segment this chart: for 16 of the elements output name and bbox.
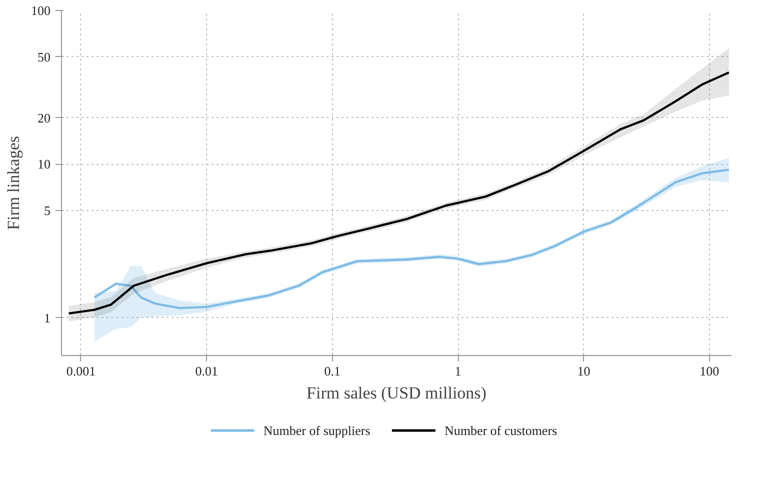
y-axis-title: Firm linkages (4, 136, 23, 230)
y-tick-label: 10 (38, 156, 50, 172)
y-tick-label: 5 (44, 203, 50, 218)
x-tick-label: 0.001 (66, 364, 96, 378)
legend-label: Number of customers (444, 423, 558, 438)
y-tick-label: 100 (31, 3, 50, 18)
x-tick-label: 1 (454, 364, 462, 378)
x-axis-title: Firm sales (USD millions) (306, 384, 486, 402)
y-tick-label: 50 (38, 49, 50, 64)
legend-label: Number of suppliers (263, 423, 370, 438)
x-tick-label: 100 (700, 364, 720, 378)
x-tick-label: 0.1 (324, 364, 340, 378)
y-tick-label: 20 (38, 110, 50, 126)
x-tick-label: 10 (577, 364, 590, 378)
x-tick-label: 0.01 (195, 364, 218, 378)
y-tick-label: 1 (44, 310, 50, 326)
